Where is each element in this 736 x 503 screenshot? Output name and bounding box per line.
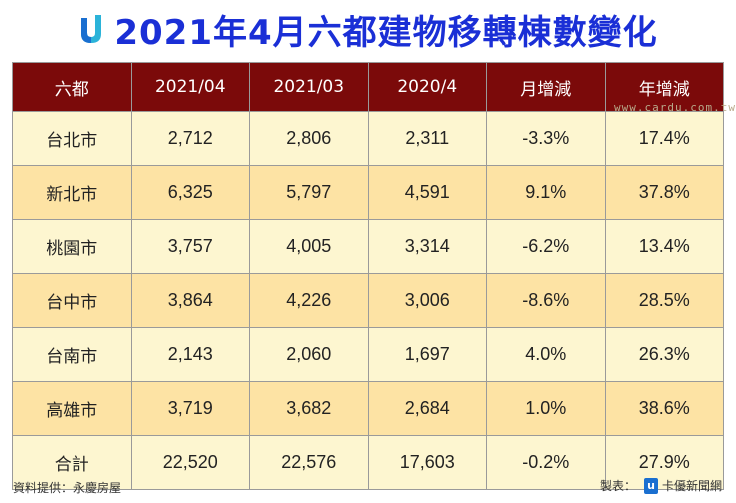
watermark-url: www.cardu.com.tw <box>614 101 736 114</box>
page-title: 2021年4月六都建物移轉棟數變化 <box>114 12 658 53</box>
table-cell: 13.4% <box>604 219 724 274</box>
column-header: 2021/04 <box>130 62 250 112</box>
row-label: 台北市 <box>12 111 132 166</box>
table-cell: -8.6% <box>486 273 606 328</box>
source-credit: 資料提供：永慶房屋 <box>13 481 122 495</box>
table-cell: 17.4% <box>604 111 724 166</box>
data-table: 六都 2021/04 2021/03 2020/4 月增減 年增減 台北市 2,… <box>12 62 724 490</box>
table-cell: 2,143 <box>130 327 250 382</box>
table-cell: 3,682 <box>249 381 369 436</box>
column-header: 月增減 <box>486 62 606 112</box>
table-row: 台中市 3,864 4,226 3,006 -8.6% 28.5% <box>12 273 724 328</box>
title-bar: 2021年4月六都建物移轉棟數變化 <box>0 0 736 58</box>
table-header-row: 六都 2021/04 2021/03 2020/4 月增減 年增減 <box>12 62 724 112</box>
table-cell: 37.8% <box>604 165 724 220</box>
table-cell: 38.6% <box>604 381 724 436</box>
table-cell: 3,006 <box>367 273 487 328</box>
table-cell: 3,719 <box>130 381 250 436</box>
table-cell: 4,226 <box>249 273 369 328</box>
table-cell: 17,603 <box>367 435 487 490</box>
table-cell: 1,697 <box>367 327 487 382</box>
table-cell: 3,314 <box>367 219 487 274</box>
table-cell: 22,520 <box>130 435 250 490</box>
cardu-logo-icon <box>78 12 104 46</box>
table-cell: 1.0% <box>486 381 606 436</box>
column-header: 2021/03 <box>249 62 369 112</box>
table-cell: -0.2% <box>486 435 606 490</box>
column-header: 六都 <box>12 62 132 112</box>
table-cell: 4,005 <box>249 219 369 274</box>
table-cell: 2,712 <box>130 111 250 166</box>
table-row: 桃園市 3,757 4,005 3,314 -6.2% 13.4% <box>12 219 724 274</box>
table-cell: 27.9% <box>604 435 724 490</box>
table-row: 高雄市 3,719 3,682 2,684 1.0% 38.6% <box>12 381 724 436</box>
table-cell: 4,591 <box>367 165 487 220</box>
table-row: 台北市 2,712 2,806 2,311 -3.3% 17.4% <box>12 111 724 166</box>
row-label: 桃園市 <box>12 219 132 274</box>
cardu-mini-logo-icon: u <box>643 477 658 494</box>
maker-label: 製表： <box>599 479 636 493</box>
row-label: 高雄市 <box>12 381 132 436</box>
table-cell: 9.1% <box>486 165 606 220</box>
row-label: 台中市 <box>12 273 132 328</box>
table-row: 新北市 6,325 5,797 4,591 9.1% 37.8% <box>12 165 724 220</box>
row-label: 新北市 <box>12 165 132 220</box>
maker-name: 卡優新聞網 <box>661 479 722 493</box>
column-header: 年增減 <box>604 62 724 112</box>
table-cell: 4.0% <box>486 327 606 382</box>
table-cell: 22,576 <box>249 435 369 490</box>
maker-credit: 製表： u 卡優新聞網 <box>600 477 722 494</box>
table-cell: 6,325 <box>130 165 250 220</box>
table-cell: 3,864 <box>130 273 250 328</box>
table-row: 台南市 2,143 2,060 1,697 4.0% 26.3% <box>12 327 724 382</box>
table-cell: 2,806 <box>249 111 369 166</box>
table-cell: 2,684 <box>367 381 487 436</box>
table-cell: -6.2% <box>486 219 606 274</box>
table-cell: 5,797 <box>249 165 369 220</box>
table-cell: 2,311 <box>367 111 487 166</box>
table-cell: -3.3% <box>486 111 606 166</box>
table-cell: 26.3% <box>604 327 724 382</box>
column-header: 2020/4 <box>367 62 487 112</box>
row-label: 台南市 <box>12 327 132 382</box>
table-cell: 3,757 <box>130 219 250 274</box>
table-cell: 28.5% <box>604 273 724 328</box>
table-total-row: 合計 22,520 22,576 17,603 -0.2% 27.9% <box>12 435 724 490</box>
row-label: 合計 <box>12 435 132 490</box>
table-cell: 2,060 <box>249 327 369 382</box>
